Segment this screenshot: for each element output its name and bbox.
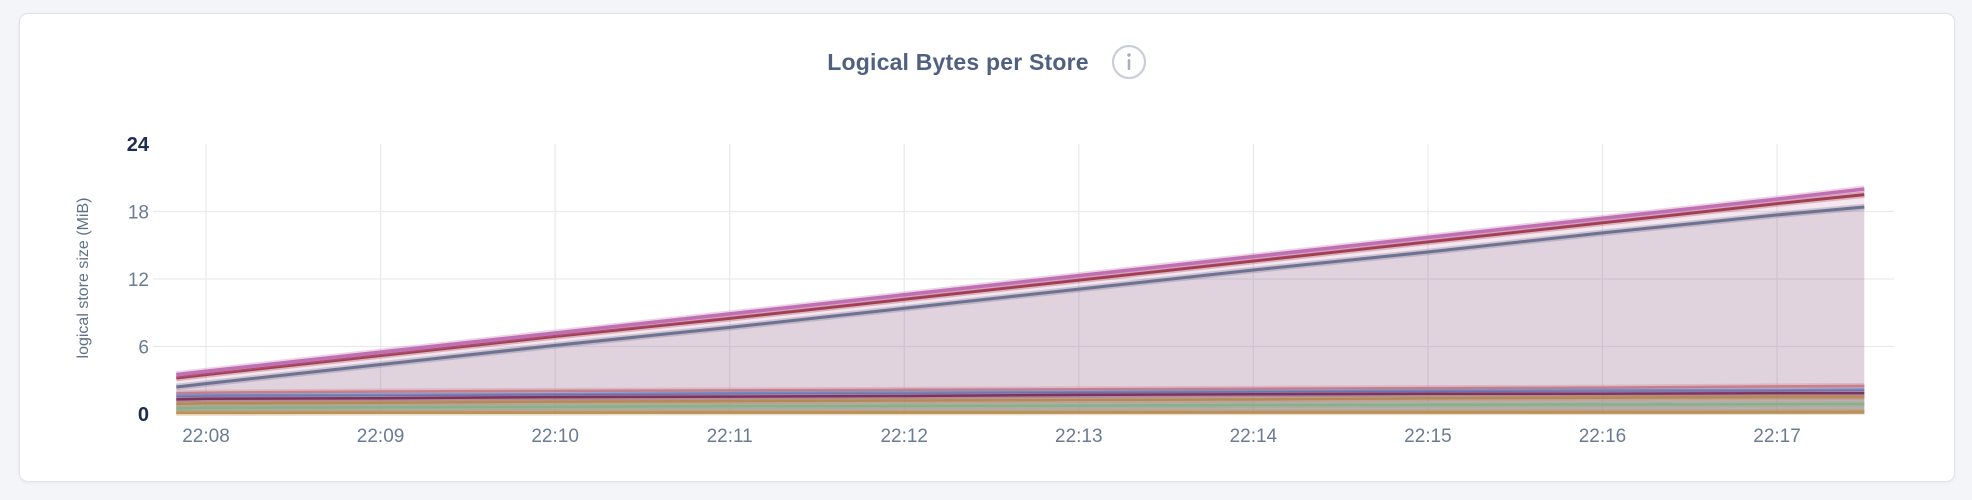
x-tick-label: 22:13 [1055,426,1103,447]
series-line [176,384,1865,395]
series-line [176,395,1865,406]
series-line [176,193,1865,380]
chart-card: Logical Bytes per Store logical store si… [19,13,1955,482]
chart-header: Logical Bytes per Store [20,44,1954,80]
x-tick-label: 22:11 [707,426,753,447]
y-tick-label: 24 [127,134,150,156]
x-tick-label: 22:12 [880,426,928,447]
x-tick-label: 22:16 [1579,426,1627,447]
series-line [176,402,1865,410]
series-line [176,205,1865,389]
series-area [176,207,1865,414]
x-tick-label: 22:09 [357,426,405,447]
y-tick-label: 0 [138,404,149,426]
series-area [176,189,1865,414]
y-tick-label: 18 [128,203,149,224]
series-line [176,391,1865,401]
y-tick-label: 12 [128,270,149,291]
chart-plot[interactable]: 24 18 12 6 0 22:08 22:09 22:10 22:11 22:12 22:13 22… [20,14,1956,483]
series-line [176,410,1865,415]
x-tick-label: 22:08 [182,426,230,447]
y-tick-label: 6 [138,338,149,359]
x-tick-label: 22:17 [1753,426,1801,447]
chart-title: Logical Bytes per Store [827,48,1089,75]
series-line [176,187,1865,377]
series-line [176,388,1865,398]
x-tick-label: 22:14 [1230,426,1278,447]
info-icon[interactable] [1111,44,1147,80]
x-tick-label: 22:10 [531,426,579,447]
x-tick-label: 22:15 [1404,426,1452,447]
